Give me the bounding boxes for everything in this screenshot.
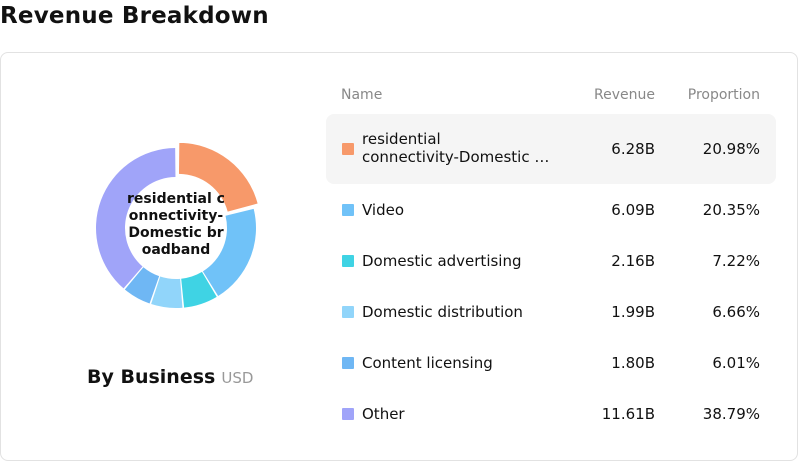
donut-slice[interactable]	[202, 208, 256, 296]
currency-unit: USD	[221, 369, 254, 387]
header-name: Name	[341, 87, 383, 103]
chart-subtitle: By Business USD	[87, 366, 253, 388]
row-proportion: 7.22%	[712, 252, 760, 270]
row-revenue: 1.99B	[611, 303, 655, 321]
legend-swatch	[342, 204, 354, 216]
legend-swatch	[342, 255, 354, 267]
row-name: Other	[362, 405, 405, 423]
page-title: Revenue Breakdown	[0, 3, 269, 29]
row-name: Domestic advertising	[362, 252, 522, 270]
legend-swatch	[342, 143, 354, 155]
table-row[interactable]: Other 11.61B 38.79%	[326, 379, 776, 449]
chart-subtitle-text: By Business	[87, 366, 216, 388]
header-revenue: Revenue	[594, 87, 655, 103]
row-revenue: 2.16B	[611, 252, 655, 270]
header-proportion: Proportion	[687, 87, 760, 103]
donut-slice[interactable]	[124, 267, 160, 304]
table-row[interactable]: Content licensing 1.80B 6.01%	[326, 328, 776, 398]
donut-slice[interactable]	[96, 148, 176, 289]
row-proportion: 6.66%	[712, 303, 760, 321]
row-proportion: 20.35%	[702, 201, 760, 219]
table-row[interactable]: Domestic advertising 2.16B 7.22%	[326, 226, 776, 296]
legend-swatch	[342, 408, 354, 420]
breakdown-card: residential connectivity-Domestic broadb…	[0, 52, 798, 461]
donut-svg	[96, 143, 258, 308]
row-proportion: 38.79%	[702, 405, 760, 423]
row-revenue: 11.61B	[601, 405, 655, 423]
row-proportion: 6.01%	[712, 354, 760, 372]
legend-swatch	[342, 306, 354, 318]
row-name: Domestic distribution	[362, 303, 523, 321]
table-row[interactable]: Domestic distribution 1.99B 6.66%	[326, 277, 776, 347]
donut-chart: residential connectivity-Domestic broadb…	[91, 143, 261, 313]
row-name-line-1: residential	[362, 130, 441, 148]
donut-center-label: residential connectivity-Domestic broadb…	[127, 191, 225, 258]
row-name: residential connectivity-Domestic broadb…	[362, 130, 558, 166]
row-name: Content licensing	[362, 354, 493, 372]
row-name: Video	[362, 201, 405, 219]
legend-swatch	[342, 357, 354, 369]
table-row[interactable]: residential connectivity-Domestic broadb…	[326, 114, 776, 184]
donut-slice[interactable]	[178, 143, 258, 212]
row-revenue: 1.80B	[611, 354, 655, 372]
donut-slice[interactable]	[151, 276, 183, 308]
row-name-line-2: connectivity-Domestic broadband	[362, 148, 558, 166]
table-header: Name Revenue Proportion	[341, 87, 761, 107]
donut-slice[interactable]	[181, 271, 217, 308]
table-row[interactable]: Video 6.09B 20.35%	[326, 175, 776, 245]
row-revenue: 6.28B	[611, 140, 655, 158]
row-proportion: 20.98%	[702, 140, 760, 158]
row-revenue: 6.09B	[611, 201, 655, 219]
